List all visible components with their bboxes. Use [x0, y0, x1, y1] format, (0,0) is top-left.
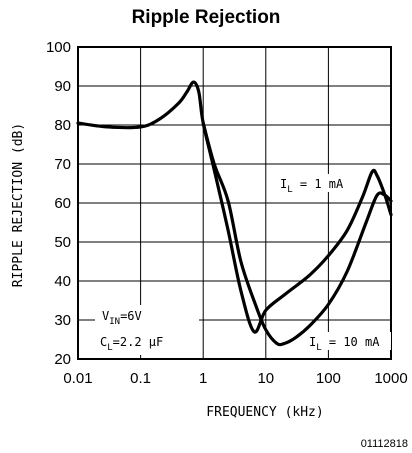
- svg-text:CL=2.2 μF: CL=2.2 μF: [100, 335, 163, 353]
- y-tick-label: 60: [54, 195, 71, 212]
- y-tick-label: 40: [54, 273, 71, 290]
- annotation-il-1ma-main: I: [280, 177, 287, 191]
- annotation-cl-main: C: [100, 335, 107, 349]
- annotation-vin-rest: =6V: [120, 309, 142, 323]
- y-tick-label: 30: [54, 312, 71, 329]
- y-tick-label: 20: [54, 351, 71, 368]
- x-tick-labels: 0.01 0.1 1 10 100 1000: [63, 370, 407, 387]
- chart-title: Ripple Rejection: [132, 7, 281, 28]
- annotation-vin-sub: IN: [109, 317, 120, 327]
- annotation-il-1ma: IL = 1 mA: [276, 174, 354, 195]
- series-line-il-1ma: [76, 80, 393, 334]
- y-tick-labels: 20 30 40 50 60 70 80 90 100: [46, 39, 71, 368]
- annotation-il-1ma-sub: L: [287, 185, 292, 195]
- annotation-conditions: VIN=6V CL=2.2 μF: [95, 305, 199, 355]
- svg-text:VIN=6V: VIN=6V: [102, 309, 142, 327]
- y-axis-label: RIPPLE REJECTION (dB): [11, 123, 26, 287]
- annotation-il-10ma: IL = 10 mA: [305, 332, 391, 353]
- x-tick-label: 10: [257, 370, 274, 387]
- x-tick-label: 0.1: [130, 370, 151, 387]
- y-tick-label: 70: [54, 156, 71, 173]
- annotation-vin-main: V: [102, 309, 109, 323]
- annotation-il-10ma-rest: = 10 mA: [322, 335, 381, 349]
- annotation-il-1ma-rest: = 1 mA: [293, 177, 344, 191]
- annotation-il-10ma-sub: L: [316, 343, 321, 353]
- series-line-il-10ma: [201, 121, 393, 347]
- y-tick-label: 50: [54, 234, 71, 251]
- svg-text:IL = 10 mA: IL = 10 mA: [309, 335, 380, 353]
- x-tick-label: 0.01: [63, 370, 92, 387]
- figure-code: 01112818: [361, 438, 408, 450]
- x-tick-label: 100: [316, 370, 341, 387]
- y-tick-label: 90: [54, 78, 71, 95]
- y-tick-label: 100: [46, 39, 71, 56]
- annotation-cl-rest: =2.2 μF: [113, 335, 164, 349]
- x-axis-label: FREQUENCY (kHz): [206, 405, 323, 420]
- x-tick-label: 1000: [374, 370, 407, 387]
- svg-text:IL = 1 mA: IL = 1 mA: [280, 177, 344, 195]
- data-series: [76, 80, 393, 347]
- x-tick-label: 1: [199, 370, 207, 387]
- plot-frame: [77, 46, 392, 360]
- annotation-cl-sub: L: [107, 343, 112, 353]
- y-tick-label: 80: [54, 117, 71, 134]
- annotation-il-10ma-main: I: [309, 335, 316, 349]
